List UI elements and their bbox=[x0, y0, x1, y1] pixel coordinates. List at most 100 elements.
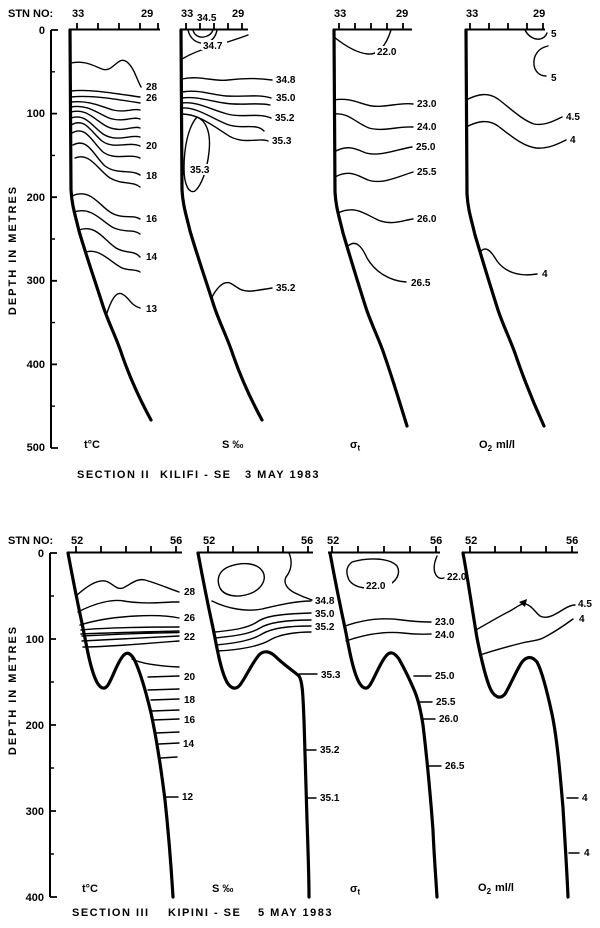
contour-label: 35.1 bbox=[320, 793, 340, 804]
panel-salinity: 33 29 34.5 34.7 34.8 35.0 35.2 bbox=[179, 8, 296, 451]
contour-label: 35.2 bbox=[276, 283, 296, 294]
contour-label: 35.2 bbox=[275, 113, 295, 124]
section-ii: 0 100 200 300 400 500 DEPTH IN METRES ST… bbox=[7, 8, 580, 481]
contour-label: 12 bbox=[182, 792, 194, 803]
station-label-right: 56 bbox=[430, 535, 442, 547]
section-caption-date: 3 MAY 1983 bbox=[245, 469, 320, 481]
contour-lines bbox=[181, 29, 273, 298]
station-label-left: 52 bbox=[327, 535, 339, 547]
contour-lines bbox=[465, 29, 567, 276]
contour-label: 26.5 bbox=[411, 278, 431, 289]
panel-oxygen: 33 29 5 5 4.5 4 4 O2 ml/l bbox=[464, 8, 580, 453]
panel-label: S ‰ bbox=[212, 883, 233, 895]
contour-label: 24.0 bbox=[417, 122, 437, 133]
contour-label: 14 bbox=[146, 252, 158, 263]
depth-axis-title: DEPTH IN METRES bbox=[7, 185, 19, 315]
panel-label: O2 ml/l bbox=[478, 882, 514, 896]
station-ticks bbox=[75, 546, 177, 552]
contour-label: 4 bbox=[570, 135, 576, 146]
station-label-left: 52 bbox=[71, 535, 83, 547]
station-label-right: 29 bbox=[232, 8, 244, 20]
bathymetry-line bbox=[328, 551, 439, 899]
section-caption-name: SECTION III bbox=[72, 907, 150, 919]
panel-label: t°C bbox=[82, 883, 98, 895]
depth-axis-major-ticks bbox=[50, 552, 57, 898]
contour-label: 26 bbox=[184, 613, 196, 624]
contour-label: 4.5 bbox=[578, 599, 592, 610]
contour-label: 25.0 bbox=[416, 142, 436, 153]
station-ticks bbox=[207, 546, 309, 552]
bathymetry-line bbox=[464, 28, 546, 428]
contour-label: 4 bbox=[542, 269, 548, 280]
bathymetry-line bbox=[332, 28, 409, 428]
depth-axis-minor-ticks bbox=[50, 595, 54, 855]
contour-label: 28 bbox=[184, 587, 196, 598]
depth-tick-label: 300 bbox=[26, 806, 44, 818]
contour-lines bbox=[75, 578, 180, 798]
bathymetry-line bbox=[66, 551, 175, 899]
station-label-right: 29 bbox=[396, 8, 408, 20]
contour-label: 35.0 bbox=[315, 609, 335, 620]
contour-label: 35.3 bbox=[321, 670, 341, 681]
station-label-right: 29 bbox=[533, 8, 545, 20]
station-label-right: 56 bbox=[170, 535, 182, 547]
label-mask bbox=[201, 40, 227, 50]
section-caption-name: SECTION II bbox=[77, 469, 150, 481]
depth-tick-label: 400 bbox=[26, 892, 44, 904]
station-label-left: 33 bbox=[181, 8, 193, 20]
contour-label: 25.5 bbox=[436, 697, 456, 708]
contour-label: 20 bbox=[146, 141, 158, 152]
station-ticks bbox=[338, 23, 404, 29]
contour-label: 16 bbox=[146, 214, 158, 225]
contour-label: 4 bbox=[579, 614, 585, 625]
contour-label: 13 bbox=[146, 304, 158, 315]
panel-sigma-t: 52 56 22.0 22.0 23.0 24.0 25.0 25.5 26.0… bbox=[327, 535, 467, 899]
section-caption-location: KILIFI - SE bbox=[160, 469, 232, 481]
contour-label: 28 bbox=[146, 82, 158, 93]
depth-tick-label: 200 bbox=[26, 720, 44, 732]
contour-label: 22.0 bbox=[447, 572, 467, 583]
contour-label: 20 bbox=[184, 672, 196, 683]
stn-no-label: STN NO: bbox=[8, 535, 53, 547]
bathymetry-line bbox=[461, 551, 570, 899]
panel-label: σt bbox=[350, 439, 361, 453]
contour-lines bbox=[475, 599, 580, 854]
station-ticks bbox=[331, 546, 437, 552]
contour-label: 14 bbox=[183, 739, 195, 750]
section-caption-location: KIPINI - SE bbox=[168, 907, 241, 919]
station-label-right: 56 bbox=[301, 535, 313, 547]
contour-label: 22.0 bbox=[377, 47, 397, 58]
contour-label: 22 bbox=[184, 632, 196, 643]
contour-label: 23.0 bbox=[417, 99, 437, 110]
contour-label: 18 bbox=[146, 171, 158, 182]
station-ticks bbox=[469, 546, 573, 552]
contour-label: 26.0 bbox=[417, 214, 437, 225]
depth-tick-label: 100 bbox=[26, 634, 44, 646]
depth-axis-minor-ticks bbox=[51, 71, 55, 407]
contour-label: 35.2 bbox=[315, 622, 335, 633]
panel-temperature: 52 56 bbox=[66, 535, 196, 899]
contour-label: 34.5 bbox=[197, 13, 217, 24]
label-mask bbox=[375, 46, 403, 57]
contour-label: 26.0 bbox=[439, 714, 459, 725]
panel-label: t°C bbox=[84, 439, 100, 451]
contour-lines bbox=[333, 29, 414, 283]
contour-label: 35.3 bbox=[190, 165, 210, 176]
depth-tick-label: 100 bbox=[27, 108, 45, 120]
contour-label: 35.3 bbox=[272, 136, 292, 147]
contour-label: 16 bbox=[184, 715, 196, 726]
depth-tick-label: 0 bbox=[38, 548, 44, 560]
contour-label: 5 bbox=[551, 29, 557, 40]
station-label-right: 56 bbox=[566, 535, 578, 547]
station-label-left: 52 bbox=[465, 535, 477, 547]
panel-oxygen: 52 56 4.5 4 4 4 O2 ml/l bbox=[461, 535, 592, 899]
contour-lines bbox=[344, 555, 445, 767]
section-caption: SECTION II KILIFI - SE 3 MAY 1983 bbox=[77, 469, 320, 481]
contour-label: 5 bbox=[551, 73, 557, 84]
contour-label: 25.0 bbox=[435, 671, 455, 682]
section-caption: SECTION III KIPINI - SE 5 MAY 1983 bbox=[72, 907, 331, 919]
contour-label: 4 bbox=[582, 793, 588, 804]
contour-lines bbox=[70, 59, 142, 317]
contour-label: 18 bbox=[184, 695, 196, 706]
